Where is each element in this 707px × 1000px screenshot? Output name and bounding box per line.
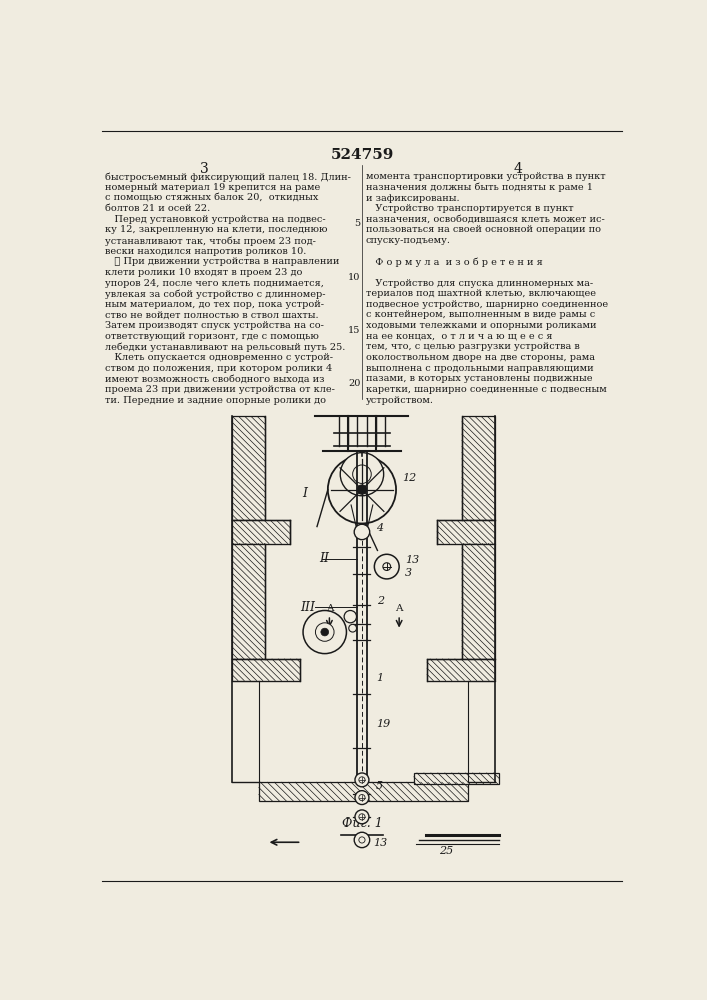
Text: 13: 13 [373,838,387,848]
Text: выполнена с продольными направляющими: выполнена с продольными направляющими [366,364,593,373]
Text: назначения должны быть подняты к раме 1: назначения должны быть подняты к раме 1 [366,183,593,192]
Text: лебедки устанавливают на рельсовый путь 25.: лебедки устанавливают на рельсовый путь … [105,342,346,352]
Bar [427,659,495,681]
Text: имеют возможность свободного выхода из: имеют возможность свободного выхода из [105,374,325,383]
Circle shape [355,773,369,787]
Text: момента транспортировки устройства в пункт: момента транспортировки устройства в пун… [366,172,605,181]
Circle shape [354,832,370,848]
Text: Фиг. 1: Фиг. 1 [341,817,382,830]
Text: 12: 12 [402,473,416,483]
Text: с помощью стяжных балок 20,  откидных: с помощью стяжных балок 20, откидных [105,194,319,203]
Text: 25: 25 [440,846,454,856]
Text: быстросъемный фиксирующий палец 18. Длин-: быстросъемный фиксирующий палец 18. Длин… [105,172,351,182]
Circle shape [349,624,356,632]
Text: с контейнером, выполненным в виде рамы с: с контейнером, выполненным в виде рамы с [366,310,595,319]
Text: вески находился напротив роликов 10.: вески находился напротив роликов 10. [105,247,307,256]
Bar [462,544,495,659]
Text: ным материалом, до тех пор, пока устрой-: ным материалом, до тех пор, пока устрой- [105,300,325,309]
Text: ство не войдет полностью в ствол шахты.: ство не войдет полностью в ствол шахты. [105,310,319,319]
Text: номерный материал 19 крепится на раме: номерный материал 19 крепится на раме [105,183,321,192]
Bar [259,782,468,801]
Circle shape [355,810,369,824]
Text: 3: 3 [405,568,412,578]
Circle shape [359,795,365,801]
Circle shape [355,791,369,805]
Text: 13: 13 [405,555,419,565]
Text: 10: 10 [348,273,361,282]
Text: увлекая за собой устройство с длинномер-: увлекая за собой устройство с длинномер- [105,289,326,299]
Circle shape [359,837,365,843]
Circle shape [359,814,365,820]
Text: A: A [326,604,333,613]
Text: проема 23 при движении устройства от кле-: проема 23 при движении устройства от кле… [105,385,335,394]
Circle shape [383,563,391,570]
Text: Затем производят спуск устройства на со-: Затем производят спуск устройства на со- [105,321,325,330]
Bar [414,773,499,784]
Text: на ее концах,  о т л и ч а ю щ е е с я: на ее концах, о т л и ч а ю щ е е с я [366,332,552,341]
Text: 1: 1 [376,673,383,683]
Circle shape [315,623,334,641]
Circle shape [303,610,346,654]
Bar [232,416,265,520]
Text: Клеть опускается одновременно с устрой-: Клеть опускается одновременно с устрой- [105,353,334,362]
Circle shape [357,485,367,494]
Circle shape [359,777,365,783]
Circle shape [328,456,396,523]
Text: назначения, освободившаяся клеть может ис-: назначения, освободившаяся клеть может и… [366,215,604,224]
Circle shape [354,524,370,540]
Text: Перед установкой устройства на подвес-: Перед установкой устройства на подвес- [105,215,326,224]
Text: 524759: 524759 [331,148,394,162]
Circle shape [340,453,384,496]
Text: 5: 5 [376,781,383,791]
Text: тем, что, с целью разгрузки устройства в: тем, что, с целью разгрузки устройства в [366,342,580,351]
Text: пользоваться на своей основной операции по: пользоваться на своей основной операции … [366,225,601,234]
Bar [462,416,495,520]
Text: Устройство транспортируется в пункт: Устройство транспортируется в пункт [366,204,573,213]
Text: Ф о р м у л а  и з о б р е т е н и я: Ф о р м у л а и з о б р е т е н и я [366,257,542,267]
Text: спуску-подъему.: спуску-подъему. [366,236,451,245]
Text: A: A [395,604,403,613]
Text: каретки, шарнирно соединенные с подвесным: каретки, шарнирно соединенные с подвесны… [366,385,607,394]
Text: ⨿ При движении устройства в направлении: ⨿ При движении устройства в направлении [105,257,340,266]
Text: клети ролики 10 входят в проем 23 до: клети ролики 10 входят в проем 23 до [105,268,303,277]
Circle shape [374,554,399,579]
Text: ством до положения, при котором ролики 4: ством до положения, при котором ролики 4 [105,364,333,373]
Text: болтов 21 и осей 22.: болтов 21 и осей 22. [105,204,211,213]
Bar [232,544,265,659]
Text: 20: 20 [348,379,361,388]
Bar [232,520,290,544]
Text: ответствующий горизонт, где с помощью: ответствующий горизонт, где с помощью [105,332,320,341]
Text: 15: 15 [348,326,361,335]
Text: II: II [320,552,329,565]
Bar [437,520,495,544]
Text: териалов под шахтной клетью, включающее: териалов под шахтной клетью, включающее [366,289,596,298]
Circle shape [353,465,371,483]
Text: упоров 24, после чего клеть поднимается,: упоров 24, после чего клеть поднимается, [105,279,325,288]
Bar [232,659,300,681]
Text: 4: 4 [376,523,383,533]
Text: ходовыми тележками и опорными роликами: ходовыми тележками и опорными роликами [366,321,596,330]
Text: 3: 3 [200,162,209,176]
Text: 4: 4 [514,162,523,176]
Circle shape [321,628,329,636]
Text: Устройство для спуска длинномерных ма-: Устройство для спуска длинномерных ма- [366,279,593,288]
Text: 5: 5 [354,219,361,228]
Text: ку 12, закрепленную на клети, последнюю: ку 12, закрепленную на клети, последнюю [105,225,328,234]
Text: 19: 19 [376,719,390,729]
Text: околоствольном дворе на две стороны, рама: околоствольном дворе на две стороны, рам… [366,353,595,362]
Text: и зафиксированы.: и зафиксированы. [366,194,460,203]
Text: устройством.: устройством. [366,396,434,405]
Circle shape [344,610,356,623]
Text: ти. Передние и задние опорные ролики до: ти. Передние и задние опорные ролики до [105,396,327,405]
Text: пазами, в которых установлены подвижные: пазами, в которых установлены подвижные [366,374,592,383]
Text: I: I [302,487,307,500]
Text: 2: 2 [378,596,385,606]
Text: устанавливают так, чтобы проем 23 под-: устанавливают так, чтобы проем 23 под- [105,236,316,246]
Text: подвесное устройство, шарнирно соединенное: подвесное устройство, шарнирно соединенн… [366,300,608,309]
Text: III: III [300,601,315,614]
